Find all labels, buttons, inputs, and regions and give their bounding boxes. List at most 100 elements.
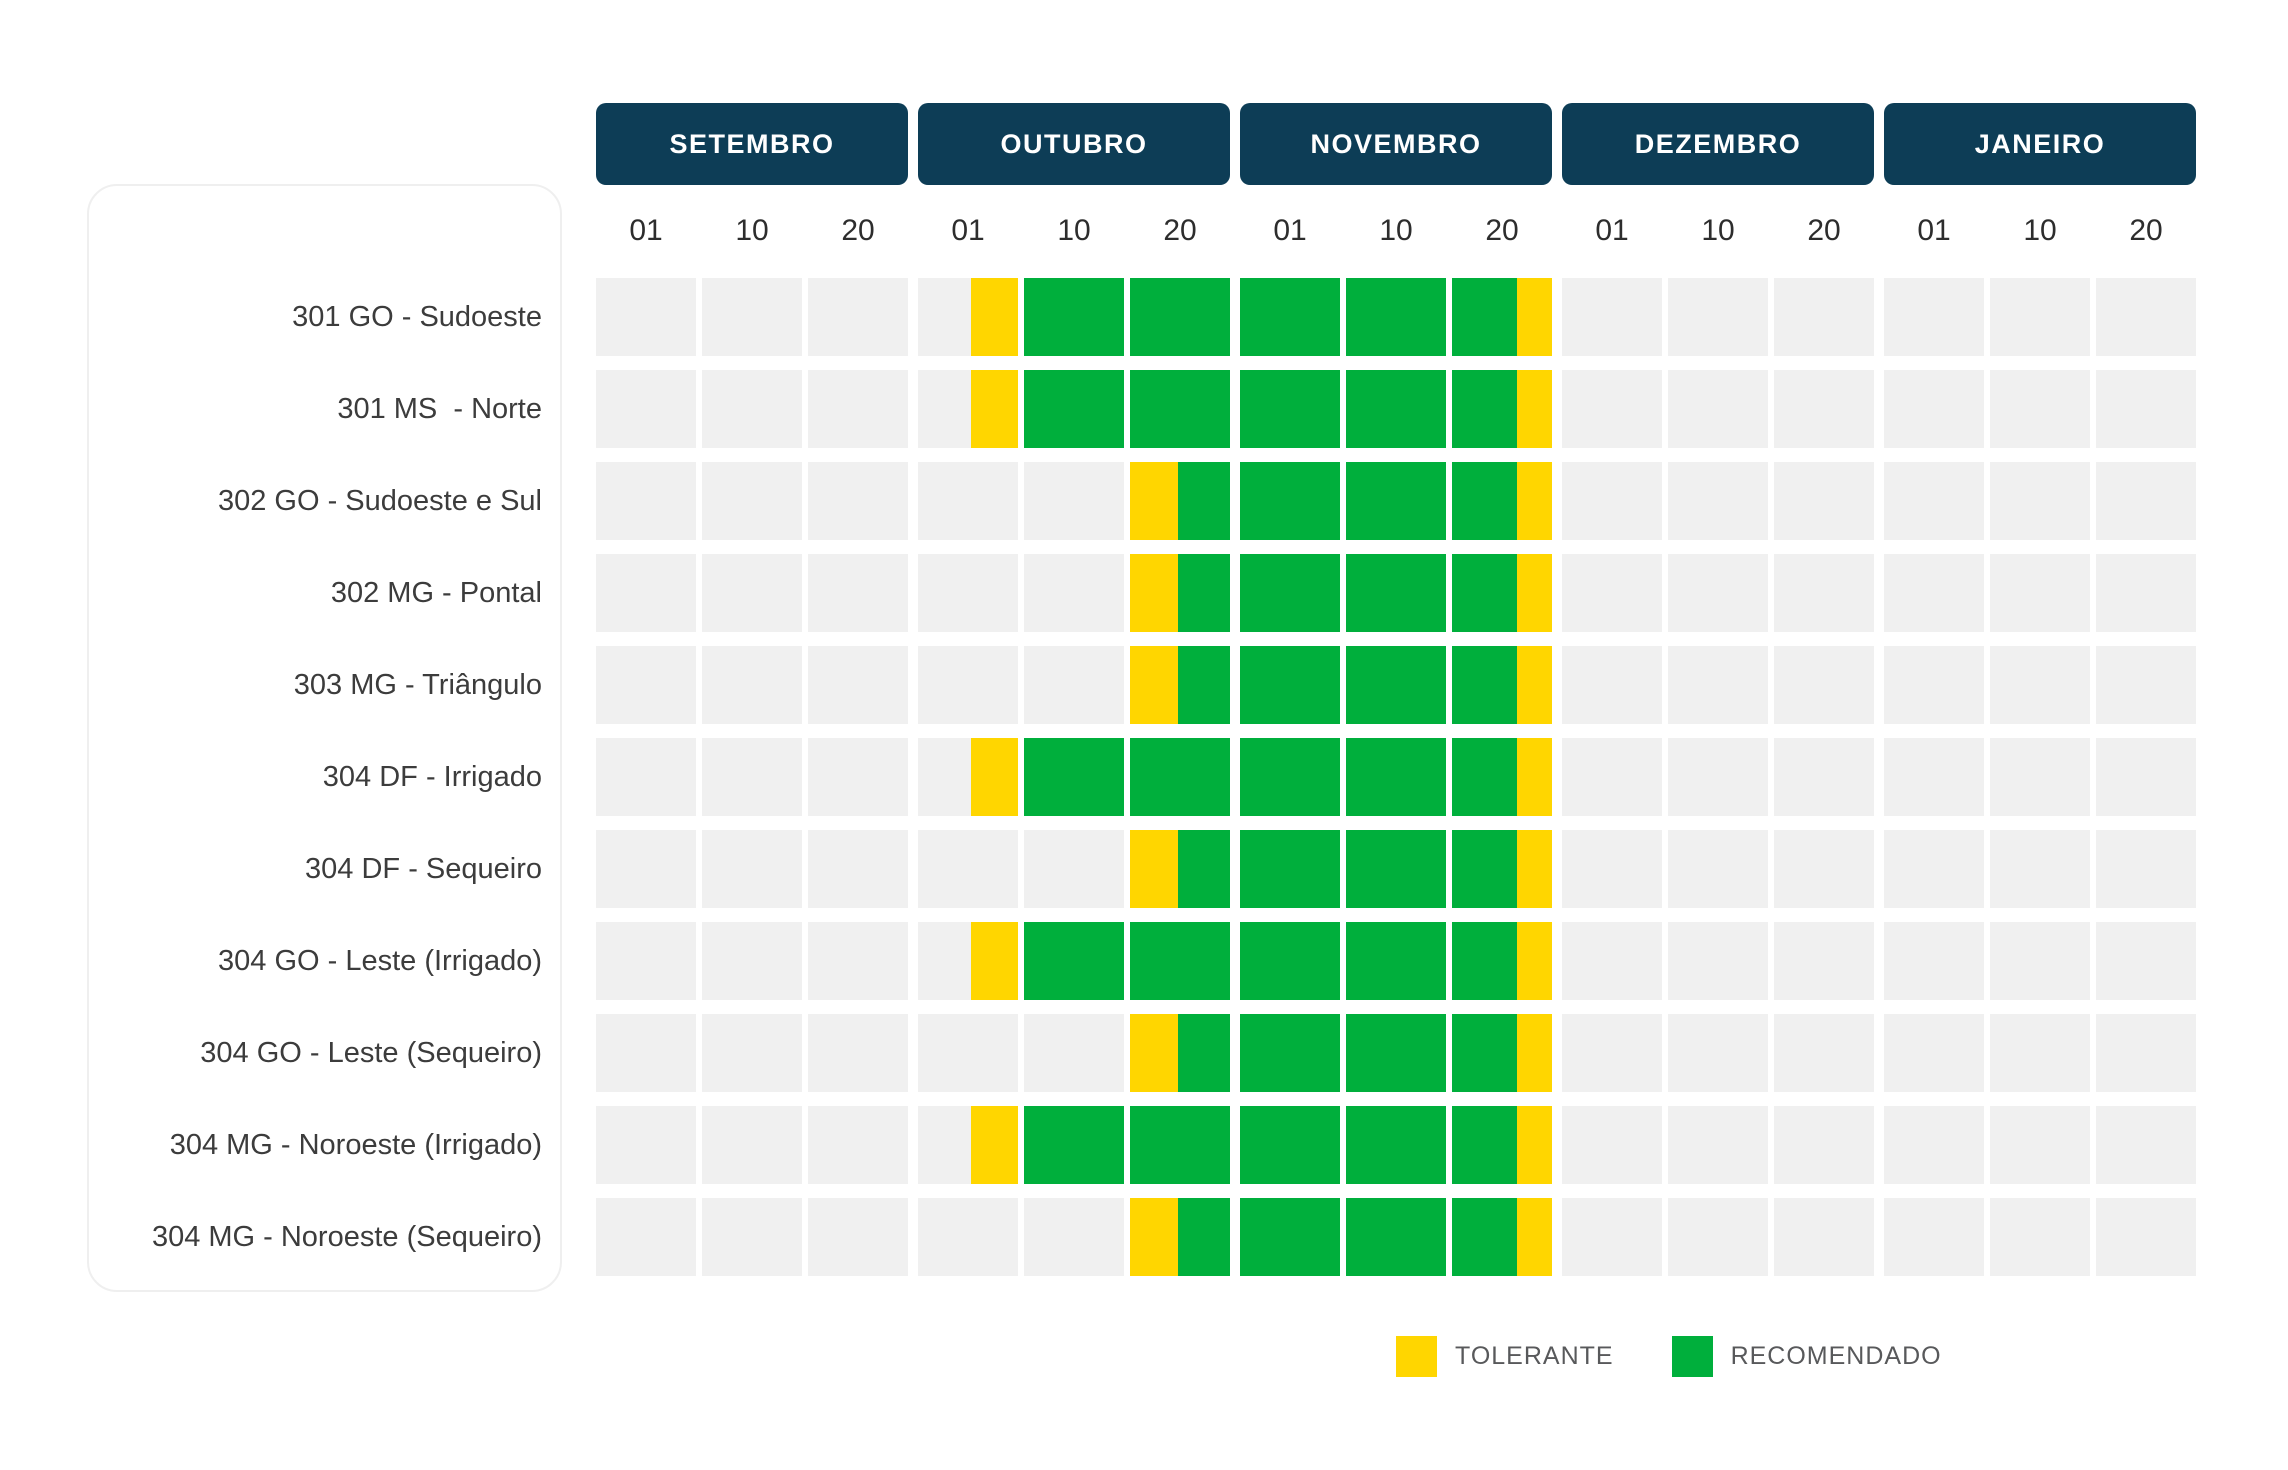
month-cells-outubro <box>918 1198 1230 1276</box>
empty-segment <box>1884 1198 1984 1276</box>
month-cells-setembro <box>596 830 908 908</box>
decad-cell <box>1240 738 1340 816</box>
empty-segment <box>808 738 908 816</box>
decad-cell <box>1346 738 1446 816</box>
decad-cell <box>2096 738 2196 816</box>
decad-cell <box>808 830 908 908</box>
decad-cell <box>1990 922 2090 1000</box>
decad-ticks: 01 10 20 <box>1240 185 1552 277</box>
empty-segment <box>918 370 971 448</box>
month-column-dezembro: DEZEMBRO 01 10 20 <box>1562 103 1874 277</box>
decad-cell <box>1990 646 2090 724</box>
month-cells-janeiro <box>1884 830 2196 908</box>
decad-cell <box>1774 278 1874 356</box>
region-label: 304 MG - Noroeste (Sequeiro) <box>151 1220 542 1253</box>
recomendado-segment <box>1452 922 1517 1000</box>
empty-segment <box>1884 738 1984 816</box>
decad-cell <box>918 278 1018 356</box>
recomendado-segment <box>1024 278 1124 356</box>
decad-cell <box>918 370 1018 448</box>
decad-cell <box>918 554 1018 632</box>
recomendado-segment <box>1346 1198 1446 1276</box>
decad-cell <box>1240 462 1340 540</box>
month-cells-outubro <box>918 922 1230 1000</box>
decad-cell <box>1668 738 1768 816</box>
empty-segment <box>1562 278 1662 356</box>
month-cells-novembro <box>1240 646 1552 724</box>
empty-segment <box>918 462 1018 540</box>
month-cells-novembro <box>1240 554 1552 632</box>
decad-cell <box>1240 922 1340 1000</box>
decad-cell <box>1240 830 1340 908</box>
decad-cell <box>2096 462 2196 540</box>
empty-segment <box>1668 646 1768 724</box>
month-cells-dezembro <box>1562 278 1874 356</box>
empty-segment <box>1024 462 1124 540</box>
month-cells-janeiro <box>1884 646 2196 724</box>
empty-segment <box>702 1198 802 1276</box>
calendar-row <box>596 1014 2196 1092</box>
tolerante-segment <box>1130 646 1178 724</box>
decad-cell <box>702 830 802 908</box>
decad-cell <box>1130 646 1230 724</box>
tick-label: 01 <box>1595 214 1629 247</box>
calendar-row <box>596 370 2196 448</box>
decad-cell <box>1884 830 1984 908</box>
legend-item-tolerante: TOLERANTE <box>1396 1336 1614 1377</box>
empty-segment <box>1562 1198 1662 1276</box>
empty-segment <box>1990 830 2090 908</box>
regions-card <box>87 184 562 1292</box>
decad-cell <box>702 370 802 448</box>
decad-cell <box>1130 370 1230 448</box>
tolerante-segment <box>1130 554 1178 632</box>
month-cells-novembro <box>1240 738 1552 816</box>
month-cells-janeiro <box>1884 554 2196 632</box>
month-header-novembro: NOVEMBRO <box>1240 103 1552 185</box>
decad-cell <box>1562 1198 1662 1276</box>
decad-cell <box>1240 1198 1340 1276</box>
decad-cell <box>1774 554 1874 632</box>
calendar-row <box>596 554 2196 632</box>
empty-segment <box>596 278 696 356</box>
month-cells-setembro <box>596 922 908 1000</box>
decad-cell <box>808 1106 908 1184</box>
recomendado-segment <box>1240 278 1340 356</box>
decad-cell <box>1240 554 1340 632</box>
empty-segment <box>808 370 908 448</box>
decad-cell <box>1024 462 1124 540</box>
recomendado-segment <box>1130 1106 1230 1184</box>
recomendado-segment <box>1130 738 1230 816</box>
decad-cell <box>2096 1106 2196 1184</box>
tolerante-segment <box>1130 830 1178 908</box>
decad-cell <box>1562 830 1662 908</box>
tolerante-segment <box>1517 462 1552 540</box>
legend-label: RECOMENDADO <box>1730 1342 1942 1370</box>
region-label: 301 MS - Norte <box>337 392 542 425</box>
empty-segment <box>1990 1198 2090 1276</box>
decad-cell <box>1562 922 1662 1000</box>
decad-cell <box>702 1014 802 1092</box>
decad-cell <box>1774 646 1874 724</box>
decad-ticks: 01 10 20 <box>1562 185 1874 277</box>
tolerante-segment <box>971 1106 1018 1184</box>
empty-segment <box>1884 462 1984 540</box>
month-cells-novembro <box>1240 830 1552 908</box>
recomendado-segment <box>1346 462 1446 540</box>
month-cells-outubro <box>918 646 1230 724</box>
decad-cell <box>2096 646 2196 724</box>
legend-swatch-tolerante <box>1396 1336 1437 1377</box>
tolerante-segment <box>1517 554 1552 632</box>
decad-cell <box>702 738 802 816</box>
month-cells-setembro <box>596 278 908 356</box>
decad-cell <box>1990 554 2090 632</box>
decad-cell <box>918 830 1018 908</box>
decad-cell <box>1990 462 2090 540</box>
decad-cell <box>918 646 1018 724</box>
tick-label: 10 <box>1379 214 1413 247</box>
recomendado-segment <box>1178 554 1230 632</box>
decad-cell <box>808 1014 908 1092</box>
recomendado-segment <box>1178 646 1230 724</box>
empty-segment <box>1774 278 1874 356</box>
empty-segment <box>1990 1014 2090 1092</box>
region-label: 304 DF - Sequeiro <box>305 852 542 885</box>
